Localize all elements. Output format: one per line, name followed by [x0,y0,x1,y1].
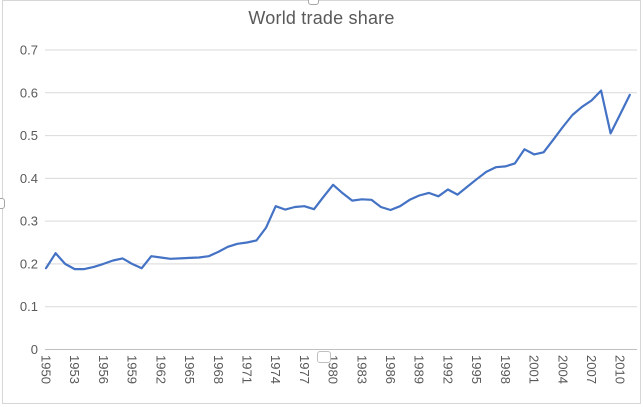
x-tick-label: 1959 [125,355,140,384]
x-tick-label: 2004 [555,355,570,384]
x-tick-label: 1995 [469,355,484,384]
x-tick-label: 1968 [211,355,226,384]
x-tick-label: 1986 [383,355,398,384]
y-tick-label: 0.3 [20,214,38,229]
x-tick-label: 1989 [412,355,427,384]
y-tick-label: 0.6 [20,85,38,100]
x-tick-label: 1965 [182,355,197,384]
x-tick-label: 1950 [39,355,54,384]
y-tick-label: 0.1 [20,299,38,314]
x-tick-label: 2010 [613,355,628,384]
y-tick-label: 0.2 [20,256,38,271]
x-tick-label: 1962 [153,355,168,384]
x-tick-label: 1998 [498,355,513,384]
x-tick-label: 2001 [527,355,542,384]
selection-handle-left-middle[interactable] [0,198,5,209]
x-tick-label: 1983 [354,355,369,384]
selection-handle-top-center[interactable] [308,0,319,5]
x-tick-label: 1971 [239,355,254,384]
x-tick-label: 1977 [297,355,312,384]
chart-title[interactable]: World trade share [248,8,395,28]
x-tick-label: 2007 [584,355,599,384]
world-trade-share-line[interactable] [44,89,631,271]
y-tick-label: 0.5 [20,128,38,143]
y-tick-label: 0 [31,342,38,357]
y-tick-label: 0.4 [20,171,38,186]
x-tick-label: 1992 [440,355,455,384]
x-tick-label: 1956 [96,355,111,384]
x-tick-label: 1953 [67,355,82,384]
y-tick-label: 0.7 [20,43,38,58]
selection-handle-axis[interactable] [317,351,331,363]
x-tick-label: 1974 [268,355,283,384]
